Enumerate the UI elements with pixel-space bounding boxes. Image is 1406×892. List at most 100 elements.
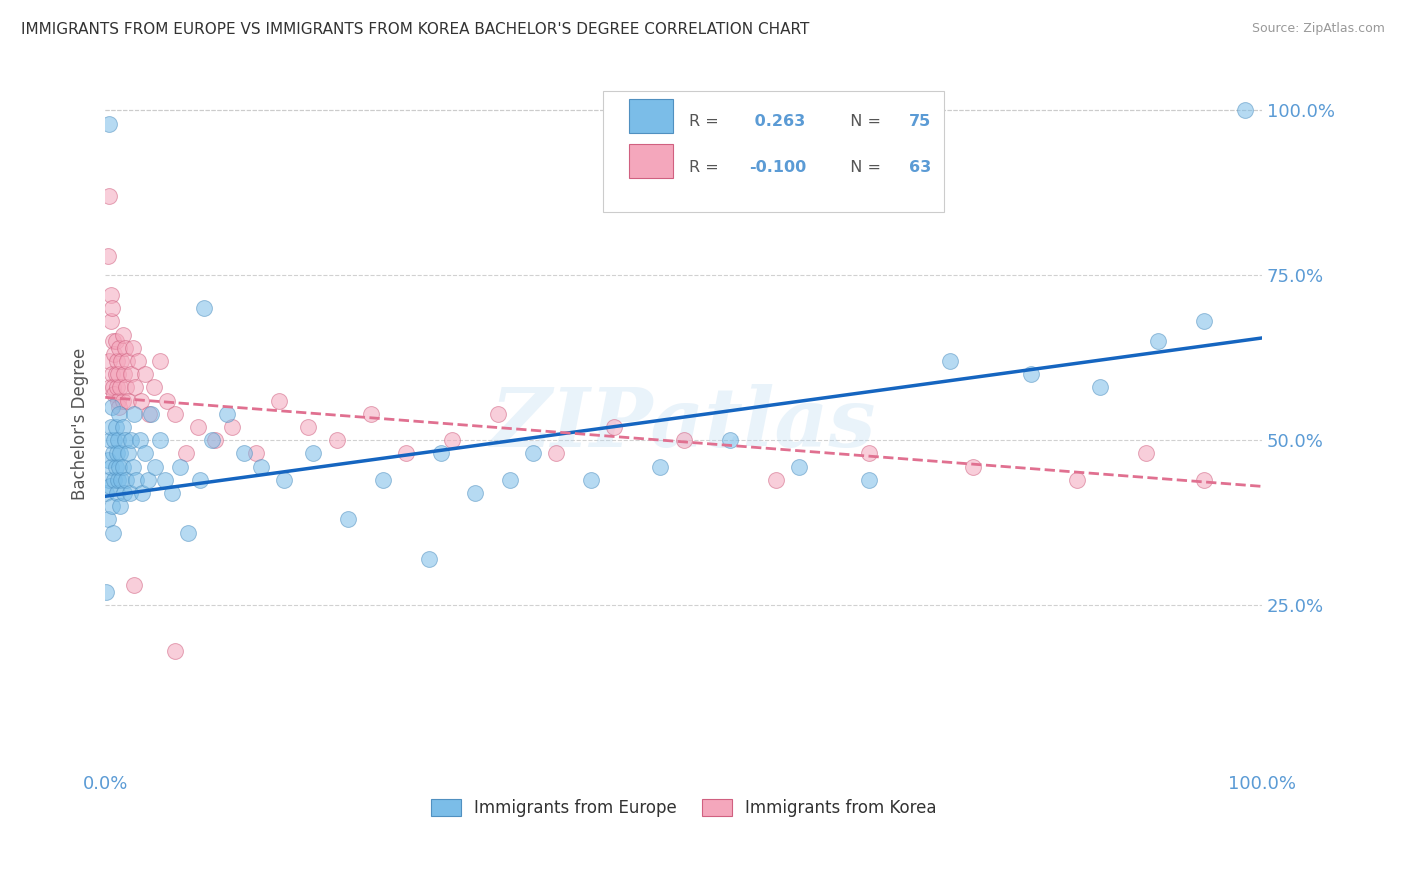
Point — [134, 446, 156, 460]
Point — [499, 473, 522, 487]
Point — [858, 473, 880, 487]
Y-axis label: Bachelor's Degree: Bachelor's Degree — [72, 348, 89, 500]
Point — [114, 434, 136, 448]
Point — [155, 393, 177, 408]
Text: N =: N = — [839, 113, 886, 128]
Point — [155, 473, 177, 487]
Point — [546, 446, 568, 460]
Point — [522, 446, 544, 460]
Point — [104, 368, 127, 382]
Point — [148, 434, 170, 448]
Point — [110, 473, 132, 487]
FancyBboxPatch shape — [603, 91, 943, 212]
Legend: Immigrants from Europe, Immigrants from Korea: Immigrants from Europe, Immigrants from … — [425, 792, 943, 824]
Point — [163, 644, 186, 658]
Point — [112, 486, 135, 500]
Text: N =: N = — [839, 160, 886, 175]
Point — [105, 446, 128, 460]
Point — [148, 354, 170, 368]
Point — [111, 393, 134, 408]
Point — [1019, 368, 1042, 382]
Point — [107, 434, 129, 448]
Point — [245, 446, 267, 460]
Point — [111, 459, 134, 474]
Point — [104, 420, 127, 434]
Point — [110, 446, 132, 460]
Point — [1146, 334, 1168, 349]
Point — [122, 459, 145, 474]
Point — [96, 512, 118, 526]
Point — [117, 446, 139, 460]
Point — [787, 459, 810, 474]
Point — [201, 434, 224, 448]
Point — [101, 301, 124, 316]
Point — [104, 334, 127, 349]
Text: Source: ZipAtlas.com: Source: ZipAtlas.com — [1251, 22, 1385, 36]
Point — [105, 380, 128, 394]
Point — [103, 525, 125, 540]
Point — [718, 434, 741, 448]
Point — [103, 380, 125, 394]
Point — [204, 434, 226, 448]
Point — [100, 314, 122, 328]
Point — [105, 354, 128, 368]
Point — [103, 347, 125, 361]
Text: ZIPatlas: ZIPatlas — [491, 384, 876, 464]
Point — [110, 380, 132, 394]
Point — [579, 473, 602, 487]
Point — [110, 499, 132, 513]
Point — [138, 407, 160, 421]
Point — [858, 446, 880, 460]
Point — [96, 453, 118, 467]
Point — [108, 407, 131, 421]
Point — [187, 420, 209, 434]
Point — [104, 459, 127, 474]
Point — [120, 434, 142, 448]
Point — [142, 380, 165, 394]
Point — [101, 499, 124, 513]
Point — [108, 341, 131, 355]
Bar — [630, 144, 673, 178]
Point — [129, 393, 152, 408]
Point — [111, 327, 134, 342]
Point — [101, 368, 124, 382]
Point — [97, 473, 120, 487]
Point — [441, 434, 464, 448]
Text: R =: R = — [689, 160, 724, 175]
Point — [103, 434, 125, 448]
Point — [103, 446, 125, 460]
Point — [97, 189, 120, 203]
Point — [97, 117, 120, 131]
Text: R =: R = — [689, 113, 724, 128]
Text: IMMIGRANTS FROM EUROPE VS IMMIGRANTS FROM KOREA BACHELOR'S DEGREE CORRELATION CH: IMMIGRANTS FROM EUROPE VS IMMIGRANTS FRO… — [21, 22, 810, 37]
Text: 0.263: 0.263 — [749, 113, 806, 128]
Point — [120, 368, 142, 382]
Point — [98, 380, 121, 394]
Point — [169, 459, 191, 474]
Point — [131, 486, 153, 500]
Point — [141, 407, 163, 421]
Point — [1192, 473, 1215, 487]
Point — [129, 434, 152, 448]
Text: 63: 63 — [910, 160, 931, 175]
Point — [114, 341, 136, 355]
Point — [1066, 473, 1088, 487]
Point — [464, 486, 486, 500]
Bar — [630, 99, 673, 133]
Point — [136, 473, 159, 487]
Point — [111, 420, 134, 434]
Point — [188, 473, 211, 487]
Point — [371, 473, 394, 487]
Point — [215, 407, 238, 421]
Point — [98, 434, 121, 448]
Point — [103, 387, 125, 401]
Point — [938, 354, 960, 368]
Point — [250, 459, 273, 474]
Point — [96, 486, 118, 500]
Point — [174, 446, 197, 460]
Point — [105, 486, 128, 500]
Point — [302, 446, 325, 460]
Point — [108, 459, 131, 474]
Point — [122, 407, 145, 421]
Point — [193, 301, 215, 316]
